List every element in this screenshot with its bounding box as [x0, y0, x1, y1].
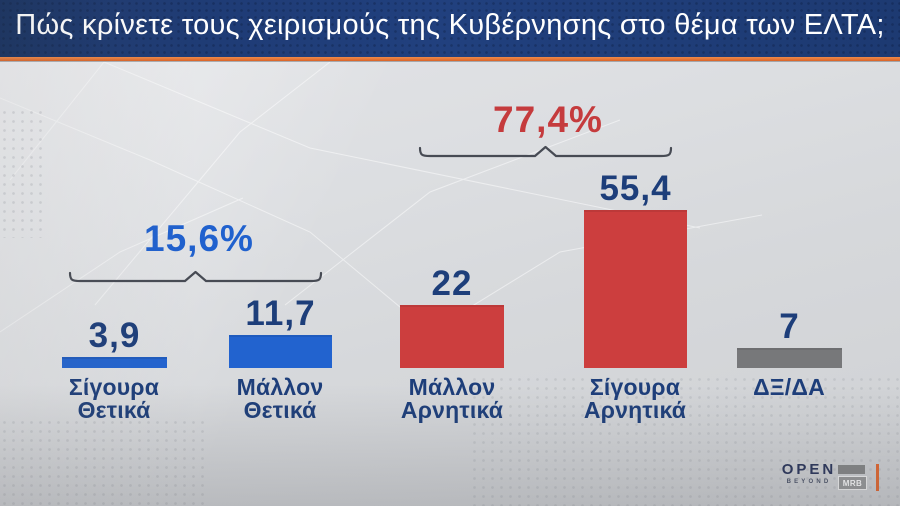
category-label-sigoura-thetika: Σίγουρα Θετικά	[68, 374, 160, 423]
mrb-logo-bar	[838, 465, 865, 474]
mrb-logo-wordmark: MRB	[838, 476, 867, 490]
bar-mallon-arnitika	[400, 305, 504, 368]
header-accent-rule	[0, 57, 900, 61]
bar-group-sigoura-arnitika: 55,4	[584, 171, 687, 368]
value-label: 22	[431, 264, 473, 303]
page-title: Πώς κρίνετε τους χειρισμούς της Κυβέρνησ…	[15, 9, 885, 41]
open-logo-tagline: BEYOND	[786, 479, 832, 485]
bar-mallon-thetika	[229, 335, 332, 368]
category-label-dxda: ΔΞ/ΔΑ	[753, 374, 825, 400]
bar-group-dxda: 7	[737, 309, 842, 368]
category-label-mallon-arnitika: Μάλλον Αρνητικά	[400, 374, 504, 423]
bar-group-mallon-thetika: 11,7	[229, 296, 332, 368]
value-label: 3,9	[88, 316, 141, 355]
mrb-logo: MRB	[838, 465, 867, 490]
bar-sigoura-thetika	[62, 357, 167, 368]
category-label-mallon-thetika: Μάλλον Θετικά	[236, 374, 324, 423]
bar-dxda	[737, 348, 842, 368]
bar-sigoura-arnitika	[584, 210, 687, 368]
orange-divider	[876, 464, 879, 491]
bar-group-sigoura-thetika: 3,9	[62, 318, 167, 368]
group-bracket-positive	[68, 270, 323, 283]
value-label: 11,7	[245, 294, 316, 333]
open-logo: OPEN BEYOND	[781, 462, 837, 486]
group-total-positive: 15,6%	[144, 218, 254, 259]
bar-chart: 15,6% 77,4% 3,9 11,7 22 55,4 7	[62, 99, 842, 368]
open-logo-wordmark: OPEN	[781, 461, 837, 478]
value-label: 55,4	[599, 169, 672, 208]
group-total-negative: 77,4%	[493, 99, 603, 140]
dot-pattern-bottom-left	[0, 418, 210, 506]
group-bracket-negative	[418, 145, 673, 158]
header-bar: Πώς κρίνετε τους χειρισμούς της Κυβέρνησ…	[0, 0, 900, 57]
value-label: 7	[779, 307, 800, 346]
bar-group-mallon-arnitika: 22	[400, 266, 504, 368]
category-label-sigoura-arnitika: Σίγουρα Αρνητικά	[583, 374, 687, 423]
